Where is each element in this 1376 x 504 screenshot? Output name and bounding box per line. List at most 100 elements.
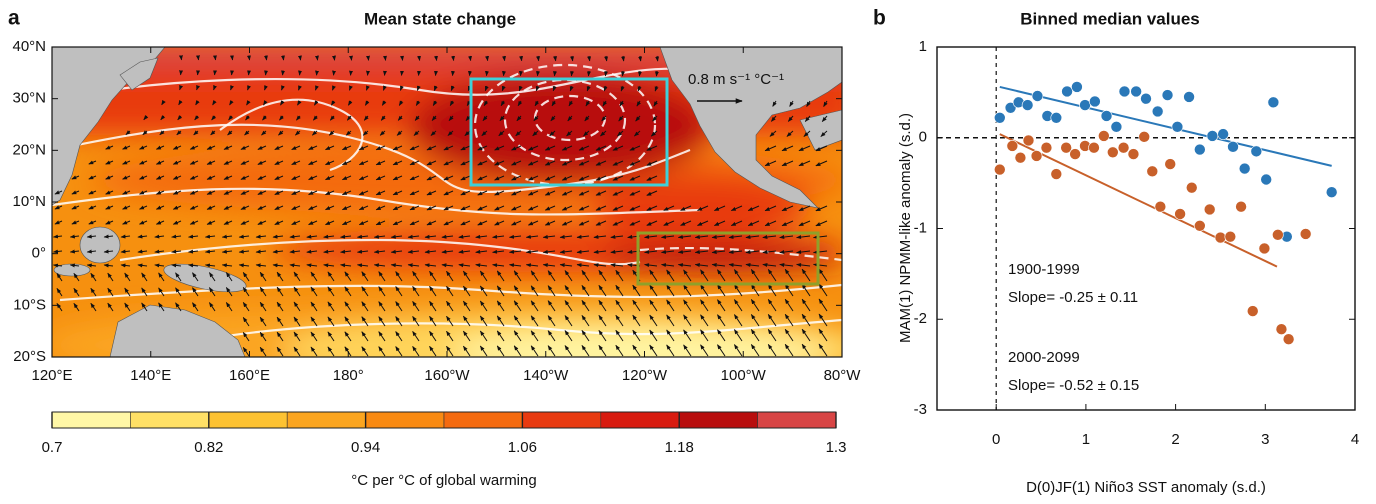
wind-vector xyxy=(769,130,777,137)
wind-vector xyxy=(634,130,641,137)
wind-vector xyxy=(259,331,267,342)
wind-vector xyxy=(815,220,828,227)
wind-vector xyxy=(310,346,318,357)
wind-vector xyxy=(54,190,63,195)
wind-vector xyxy=(105,175,114,180)
wind-vector xyxy=(700,284,709,297)
wind-vector xyxy=(358,190,369,196)
wind-vector xyxy=(451,70,455,77)
wind-vector xyxy=(71,205,80,210)
wind-vector xyxy=(229,55,234,61)
wind-vector xyxy=(206,205,216,210)
wind-vector xyxy=(496,315,505,327)
wind-vector xyxy=(223,145,233,150)
y-tick-label: -2 xyxy=(914,310,927,327)
wind-vector xyxy=(798,205,811,212)
wind-vector xyxy=(246,100,251,106)
wind-vector xyxy=(511,145,522,151)
wind-vector xyxy=(378,286,386,297)
wind-vector xyxy=(362,130,369,136)
wind-vector xyxy=(649,269,658,282)
wind-vector xyxy=(700,329,709,342)
wind-vector xyxy=(155,160,165,165)
wind-vector xyxy=(655,55,660,62)
wind-vector xyxy=(412,345,420,357)
wind-vector xyxy=(358,160,369,166)
wind-vector xyxy=(213,85,217,91)
wind-vector xyxy=(344,286,352,297)
wind-vector xyxy=(280,55,285,61)
wind-vector xyxy=(276,346,284,357)
wind-vector xyxy=(750,269,760,282)
data-point xyxy=(1214,231,1227,244)
wind-vector xyxy=(361,316,369,327)
wind-vector xyxy=(446,285,454,297)
wind-vector xyxy=(293,301,301,312)
wind-vector xyxy=(141,302,148,312)
wind-vector xyxy=(730,205,743,212)
wind-vector xyxy=(429,345,437,357)
wind-vector xyxy=(54,220,63,225)
wind-vector xyxy=(711,249,726,254)
wind-vector xyxy=(346,115,352,121)
wind-vector xyxy=(446,270,454,282)
x-tick-label: 4 xyxy=(1351,431,1359,448)
wind-vector xyxy=(745,250,760,254)
wind-vector xyxy=(666,344,675,357)
wind-vector xyxy=(274,175,284,180)
wind-vector xyxy=(747,205,760,212)
wind-vector xyxy=(73,287,80,297)
wind-vector xyxy=(683,329,692,342)
wind-vector xyxy=(527,175,539,181)
data-point xyxy=(1272,229,1284,241)
wind-vector xyxy=(255,234,267,239)
wind-vector xyxy=(293,331,301,342)
wind-vector xyxy=(73,302,80,312)
wind-vector xyxy=(547,300,556,312)
data-point xyxy=(1006,140,1019,152)
wind-vector xyxy=(175,302,182,312)
wind-vector xyxy=(492,249,505,254)
wind-vector xyxy=(361,331,369,342)
wind-vector xyxy=(536,55,541,62)
wind-vector xyxy=(314,55,319,61)
wind-vector xyxy=(650,130,658,137)
wind-vector xyxy=(434,55,438,62)
wind-vector xyxy=(750,314,760,327)
wind-vector xyxy=(484,70,489,77)
wind-vector xyxy=(717,299,726,312)
wind-vector xyxy=(518,70,523,77)
wind-vector xyxy=(291,205,301,211)
wind-vector xyxy=(518,85,523,92)
data-point xyxy=(1030,150,1043,162)
wind-vector xyxy=(272,234,284,239)
wind-vector xyxy=(534,100,540,107)
x-tick-label: 180° xyxy=(333,367,364,384)
wind-vector xyxy=(71,220,80,225)
wind-vector xyxy=(494,205,505,211)
wind-vector xyxy=(375,160,386,166)
wind-vector xyxy=(801,313,811,327)
wind-vector xyxy=(221,234,233,239)
wind-vector xyxy=(310,286,318,297)
wind-vector xyxy=(345,130,352,136)
wind-vector xyxy=(733,314,743,327)
wind-vector xyxy=(378,316,386,327)
wind-vector xyxy=(566,130,573,137)
wind-vector xyxy=(508,234,522,239)
wind-vector xyxy=(341,145,352,151)
series-label: 1900-1999 xyxy=(1008,261,1080,278)
wind-vector xyxy=(206,160,216,165)
wind-vector xyxy=(649,329,658,342)
wind-vector xyxy=(325,175,335,181)
wind-vector xyxy=(229,100,234,106)
wind-vector xyxy=(375,190,386,196)
wind-vector xyxy=(400,55,404,61)
wind-vector xyxy=(263,55,268,61)
wind-vector xyxy=(276,316,284,327)
wind-vector xyxy=(257,145,267,150)
wind-vector xyxy=(637,70,642,77)
wind-vector xyxy=(120,249,131,254)
wind-vector xyxy=(295,130,301,136)
wind-vector xyxy=(242,346,250,357)
